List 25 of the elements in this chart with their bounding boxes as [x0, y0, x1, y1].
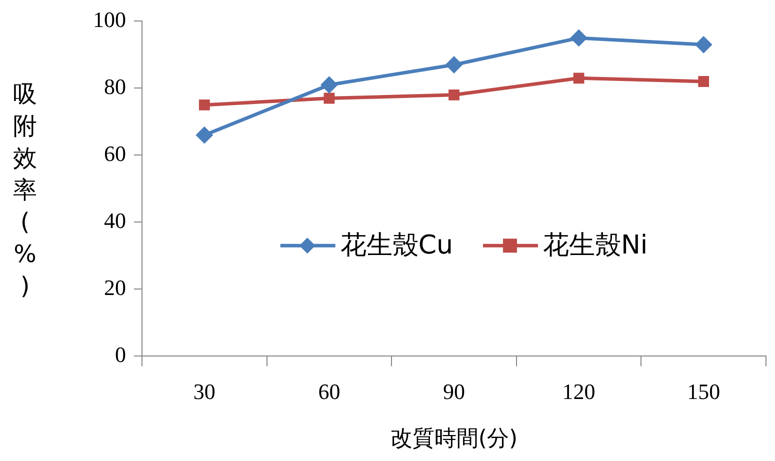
- y-tick-label: 40: [104, 208, 126, 233]
- point: [570, 29, 588, 46]
- x-tick-label: 90: [443, 379, 465, 404]
- y-tick-label: 80: [104, 74, 126, 99]
- point: [695, 36, 712, 54]
- x-tick-label: 60: [318, 379, 340, 404]
- x-tick-label: 120: [562, 379, 596, 404]
- x-tick-label: 30: [193, 379, 216, 404]
- legend-label: 花生殼Ni: [542, 230, 648, 260]
- point: [698, 76, 710, 87]
- point: [324, 92, 335, 104]
- x-axis-title: 改質時間(分): [390, 426, 518, 452]
- y-tick-label: 100: [93, 6, 126, 32]
- y-tick-label: 60: [104, 140, 126, 166]
- point: [448, 89, 460, 100]
- x-tick-label: 150: [687, 379, 720, 404]
- point: [573, 72, 584, 84]
- y-tick-label: 0: [115, 342, 126, 367]
- point: [446, 56, 462, 74]
- y-axis-title: 吸附效率(%): [12, 79, 38, 302]
- point: [198, 100, 210, 110]
- point: [320, 76, 338, 94]
- point: [196, 126, 213, 144]
- legend-label: 花生殼Cu: [340, 230, 453, 260]
- y-tick-label: 20: [104, 274, 126, 300]
